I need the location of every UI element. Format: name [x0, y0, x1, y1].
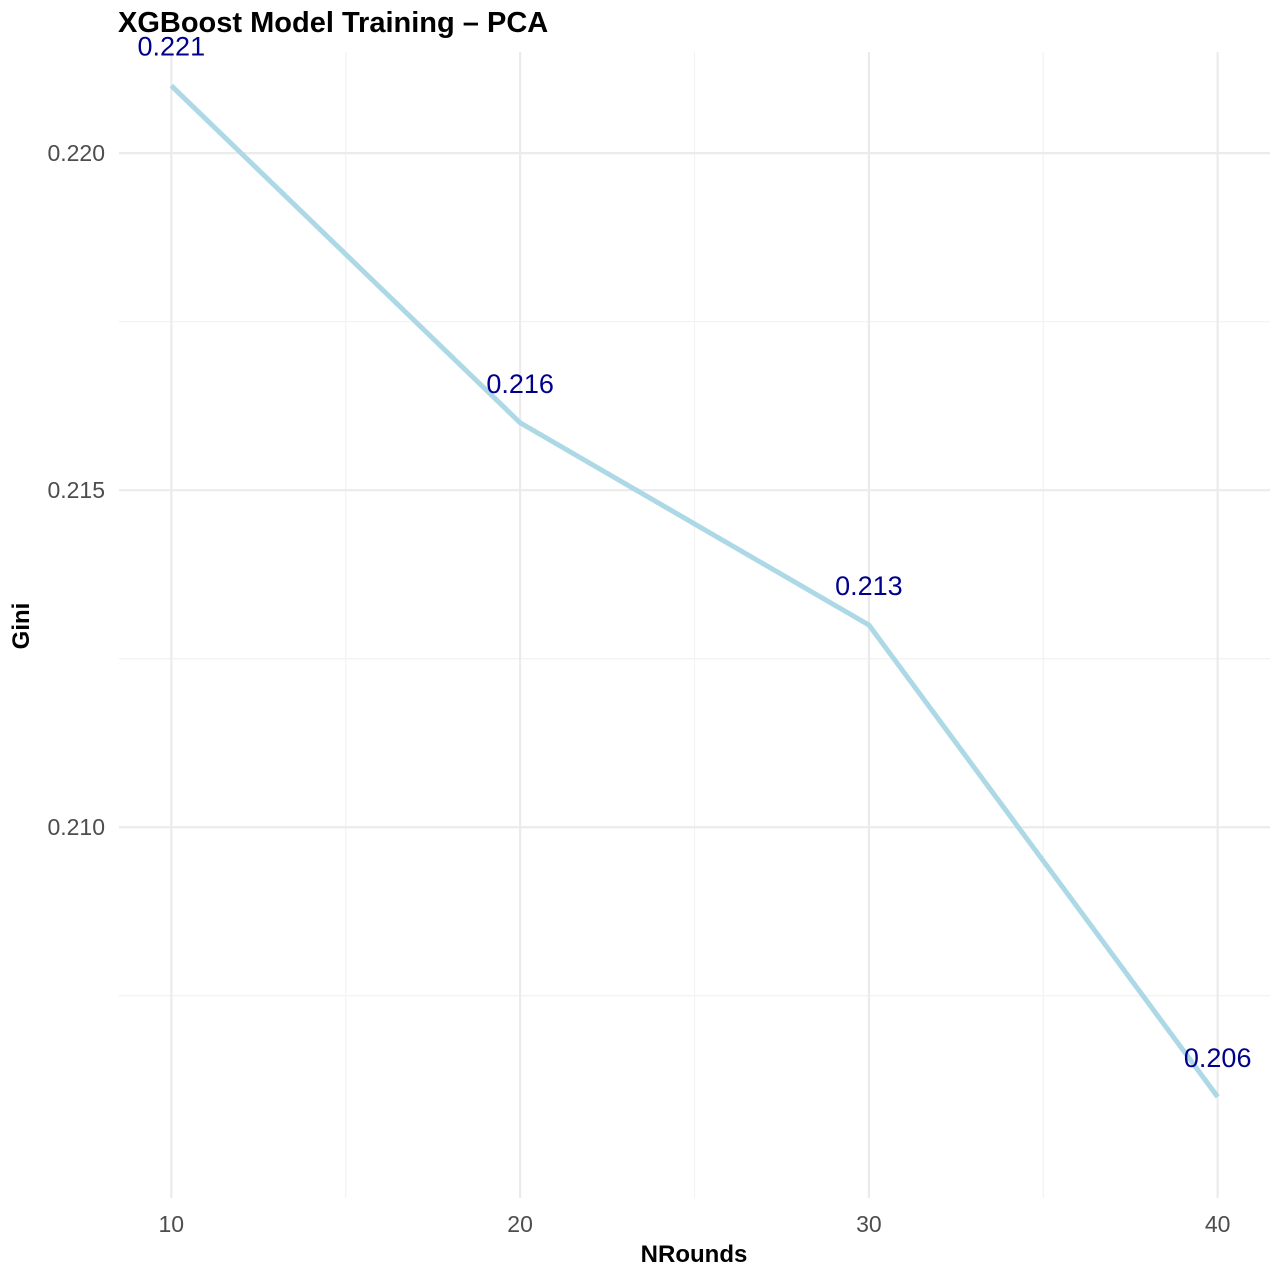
x-tick-label: 30 — [856, 1211, 882, 1237]
y-axis-title: Gini — [8, 603, 35, 650]
data-label: 0.206 — [1184, 1043, 1252, 1073]
data-label: 0.216 — [486, 369, 554, 399]
series-line — [169, 83, 1220, 1099]
y-tick-label: 0.215 — [47, 477, 105, 503]
axis-ticks: 10 20 30 40 0.210 0.215 0.220 — [47, 140, 1230, 1237]
y-tick-label: 0.220 — [47, 140, 105, 166]
data-label: 0.221 — [138, 32, 206, 62]
x-tick-label: 40 — [1205, 1211, 1231, 1237]
grid — [119, 52, 1270, 1198]
x-tick-label: 10 — [159, 1211, 185, 1237]
data-labels: 0.221 0.216 0.213 0.206 — [138, 32, 1252, 1073]
chart-title: XGBoost Model Training – PCA — [118, 7, 548, 39]
y-tick-label: 0.210 — [47, 814, 105, 840]
x-axis-title: NRounds — [641, 1241, 748, 1268]
x-tick-label: 20 — [507, 1211, 533, 1237]
data-label: 0.213 — [835, 571, 903, 601]
series-line-group — [169, 83, 1220, 1099]
